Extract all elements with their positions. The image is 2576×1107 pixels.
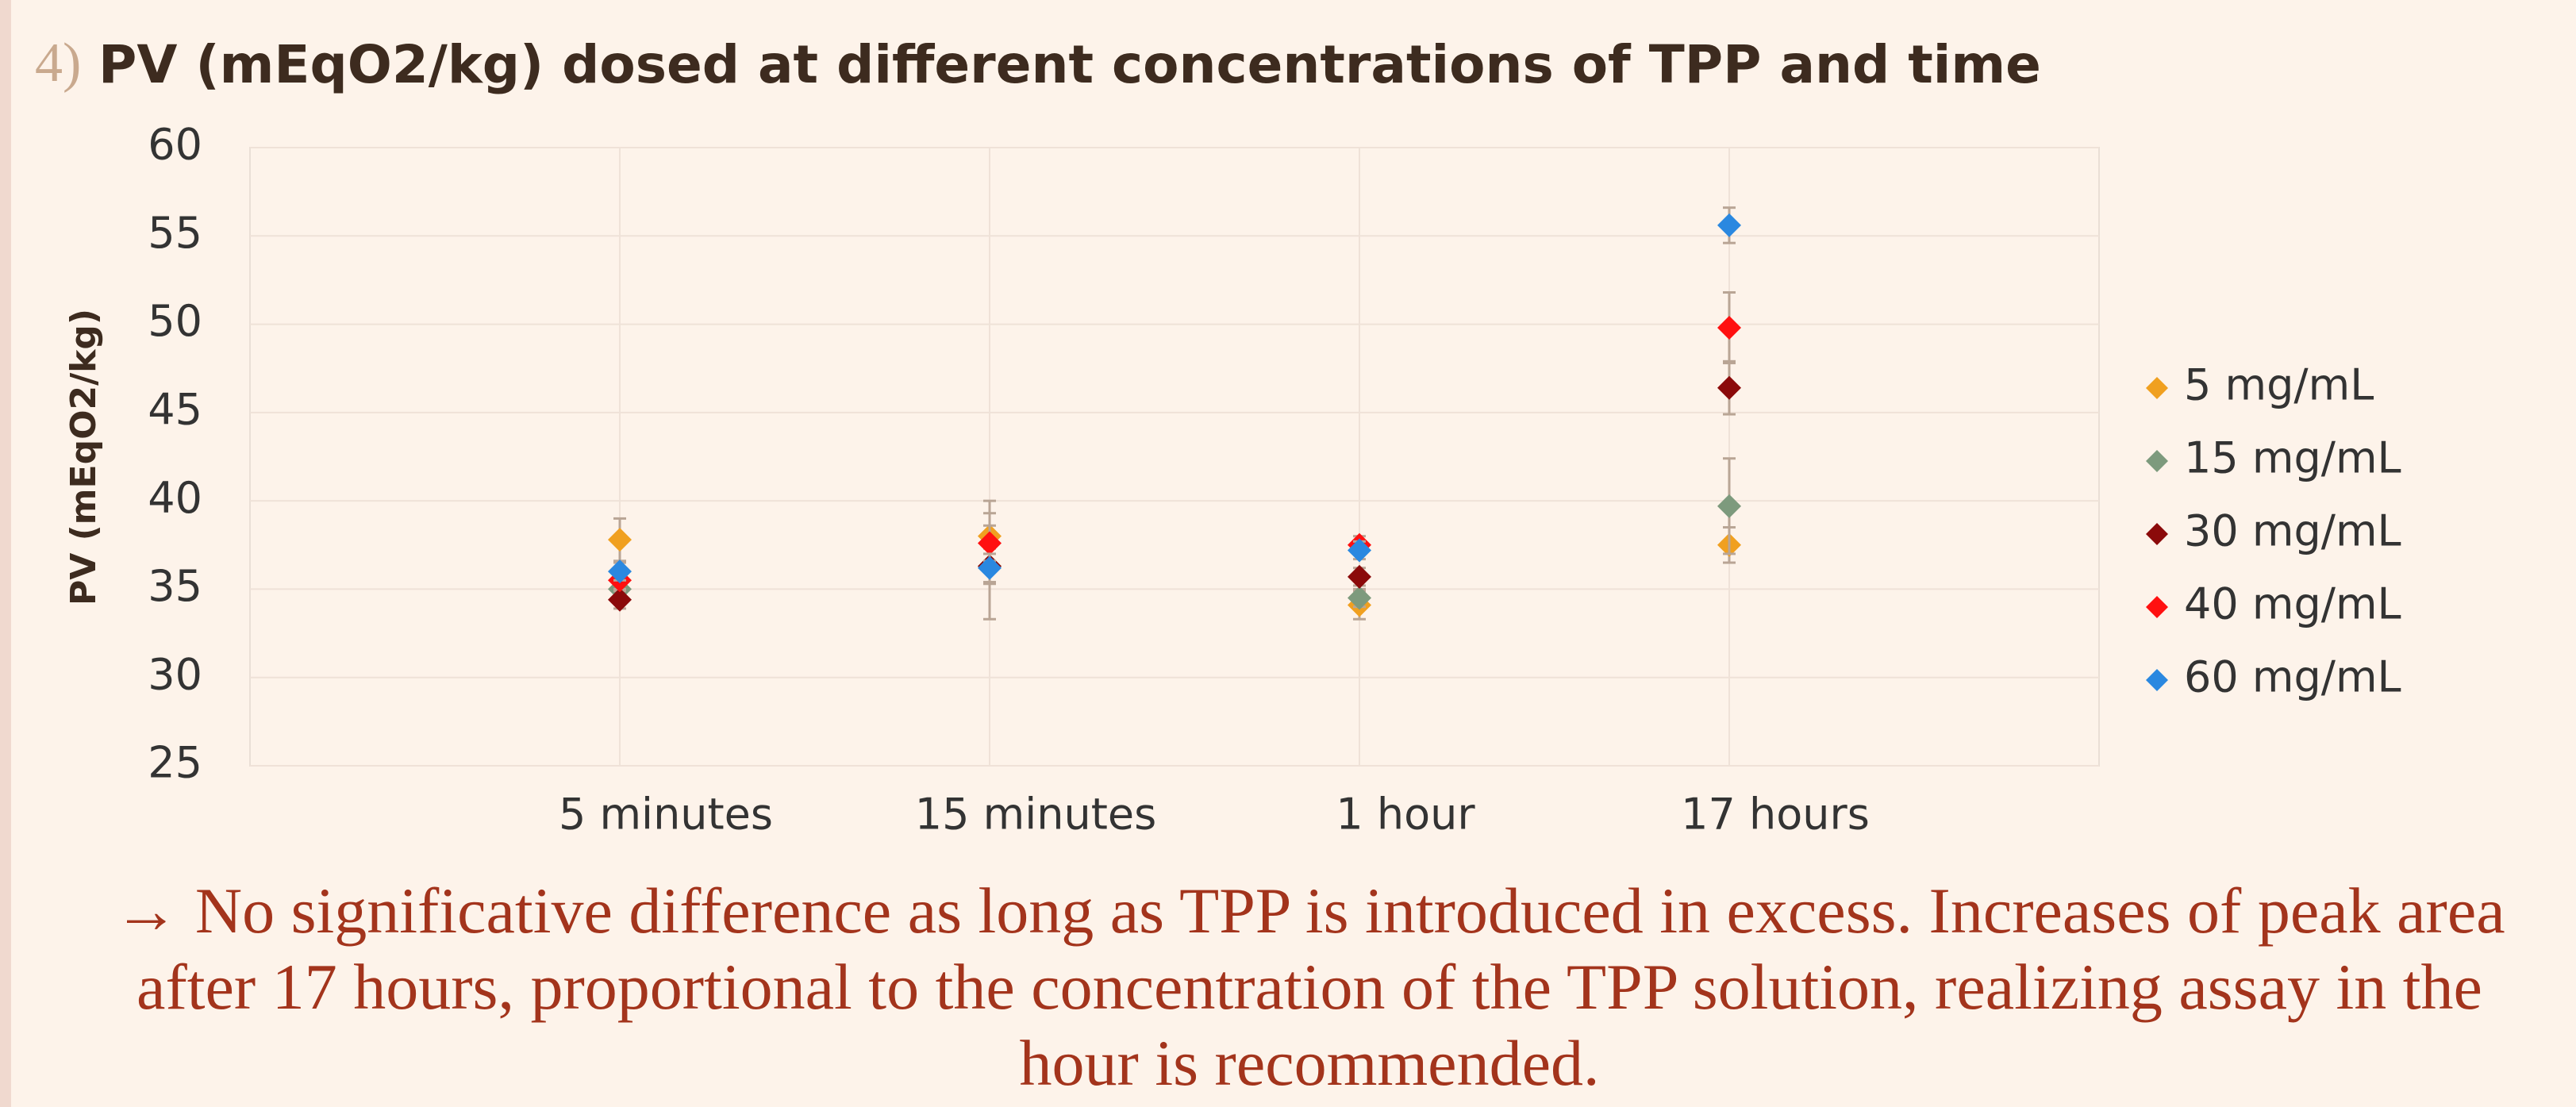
y-tick-label: 25 bbox=[148, 738, 202, 788]
marker bbox=[1717, 213, 1741, 237]
legend-marker bbox=[2146, 377, 2168, 399]
y-tick-label: 55 bbox=[148, 208, 202, 258]
marker bbox=[608, 528, 632, 552]
plot-area bbox=[249, 147, 2100, 767]
legend-label: 30 mg/mL bbox=[2184, 506, 2401, 556]
y-tick-label: 50 bbox=[148, 296, 202, 346]
legend-marker bbox=[2146, 596, 2168, 618]
x-tick-label: 17 hours bbox=[1681, 790, 1870, 840]
legend-marker bbox=[2146, 669, 2168, 691]
slide-number: 4) bbox=[35, 33, 81, 94]
note: → No significative difference as long as… bbox=[113, 874, 2505, 1099]
legend-label: 15 mg/mL bbox=[2184, 433, 2401, 483]
marker bbox=[1717, 375, 1741, 400]
marker bbox=[608, 559, 632, 584]
y-tick-label: 60 bbox=[148, 120, 202, 170]
side-strip bbox=[0, 0, 11, 1107]
marker bbox=[978, 531, 1002, 555]
marker bbox=[1717, 316, 1741, 340]
x-tick-label: 1 hour bbox=[1336, 790, 1475, 840]
marker bbox=[1717, 494, 1741, 518]
chart: 4) PV (mEqO2/kg) dosed at different conc… bbox=[35, 33, 2401, 840]
marker bbox=[1348, 586, 1371, 610]
legend-label: 40 mg/mL bbox=[2184, 579, 2401, 629]
legend-marker bbox=[2146, 523, 2168, 545]
marker bbox=[1348, 564, 1371, 589]
x-tick-label: 15 minutes bbox=[915, 790, 1156, 840]
y-tick-label: 35 bbox=[148, 561, 202, 611]
legend-label: 5 mg/mL bbox=[2184, 360, 2374, 410]
chart-title: PV (mEqO2/kg) dosed at different concent… bbox=[98, 34, 2041, 95]
legend-label: 60 mg/mL bbox=[2184, 652, 2401, 702]
marker bbox=[1348, 538, 1371, 563]
y-tick-label: 45 bbox=[148, 384, 202, 434]
legend-marker bbox=[2146, 450, 2168, 472]
y-tick-label: 40 bbox=[148, 473, 202, 523]
x-tick-label: 5 minutes bbox=[559, 790, 773, 840]
marker bbox=[608, 587, 632, 612]
y-tick-label: 30 bbox=[148, 649, 202, 699]
marker bbox=[978, 555, 1002, 580]
y-axis-label: PV (mEqO2/kg) bbox=[63, 309, 104, 605]
